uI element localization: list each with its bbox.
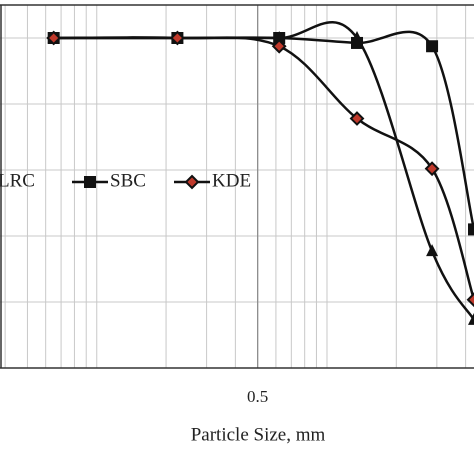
- marker-square: [273, 32, 286, 44]
- marker-diamond: [169, 30, 185, 46]
- legend-label: LRC: [0, 170, 35, 191]
- marker-diamond: [184, 174, 200, 190]
- marker-diamond: [46, 30, 62, 46]
- marker-square: [84, 176, 96, 188]
- marker-diamond: [424, 161, 440, 177]
- marker-triangle: [426, 244, 439, 257]
- marker-diamond: [349, 111, 365, 126]
- x-tick-label: 0.5: [247, 387, 268, 406]
- series-line: [53, 30, 474, 230]
- legend-label: SBC: [110, 170, 146, 191]
- marker-diamond: [466, 292, 474, 308]
- marker-triangle: [468, 312, 474, 325]
- marker-square: [351, 36, 364, 49]
- x-axis-label: Particle Size, mm: [191, 424, 326, 445]
- marker-square: [426, 40, 439, 53]
- legend-label: KDE: [212, 170, 251, 191]
- marker-square: [468, 223, 474, 236]
- series-line: [53, 36, 474, 301]
- marker-diamond: [271, 38, 287, 54]
